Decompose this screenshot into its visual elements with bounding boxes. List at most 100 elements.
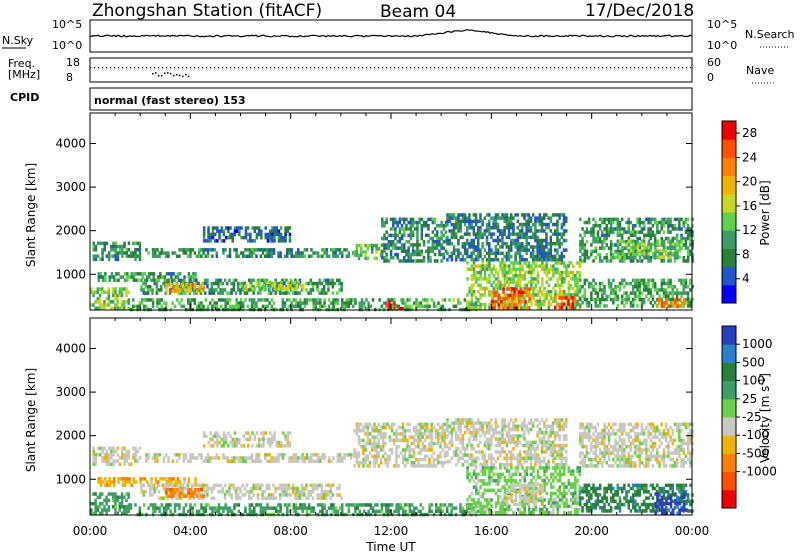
echo-cell	[381, 243, 384, 247]
echo-cell	[241, 288, 244, 292]
echo-cell	[312, 298, 315, 302]
echo-cell	[519, 306, 523, 310]
echo-cell	[510, 245, 513, 249]
echo-cell	[123, 300, 126, 304]
echo-cell	[134, 278, 138, 282]
echo-cell	[505, 235, 509, 240]
echo-cell	[521, 424, 524, 429]
echo-cell	[627, 252, 631, 256]
echo-cell	[268, 235, 272, 240]
echo-cell	[483, 264, 487, 268]
echo-cell	[416, 236, 419, 241]
echo-cell	[221, 281, 225, 286]
echo-cell	[327, 285, 330, 289]
echo-cell	[625, 240, 628, 244]
echo-cell	[140, 301, 144, 305]
echo-cell	[499, 437, 502, 441]
echo-cell	[227, 226, 230, 230]
echo-cell	[629, 448, 633, 452]
echo-cell	[423, 445, 427, 449]
echo-cell	[430, 454, 433, 459]
echo-cell	[556, 251, 559, 256]
echo-cell	[547, 216, 550, 220]
echo-cell	[402, 301, 405, 305]
echo-cell	[620, 425, 624, 430]
echo-cell	[403, 249, 406, 254]
echo-cell	[496, 443, 500, 448]
echo-cell	[200, 254, 203, 258]
echo-cell	[669, 255, 673, 259]
echo-cell	[322, 285, 326, 289]
echo-cell	[540, 443, 544, 448]
echo-cell	[565, 293, 568, 297]
echo-cell	[383, 256, 386, 260]
echo-cell	[516, 235, 520, 240]
echo-cell	[675, 288, 679, 292]
echo-cell	[527, 222, 531, 227]
echo-cell	[430, 464, 433, 468]
echo-cell	[612, 243, 615, 247]
echo-cell	[583, 278, 586, 283]
echo-cell	[112, 293, 115, 298]
echo-cell	[165, 301, 168, 305]
echo-cell	[371, 247, 374, 251]
echo-cell	[565, 264, 568, 268]
echo-cell	[312, 304, 315, 309]
echo-cell	[603, 438, 606, 443]
echo-cell	[640, 301, 644, 305]
echo-cell	[649, 445, 652, 449]
echo-cell	[494, 213, 498, 217]
echo-cell	[689, 249, 692, 254]
echo-cell	[492, 274, 496, 278]
echo-cell	[155, 288, 159, 292]
echo-cell	[554, 270, 557, 275]
echo-cell	[543, 267, 546, 272]
echo-cell	[618, 288, 622, 292]
echo-cell	[616, 227, 619, 231]
echo-cell	[554, 421, 557, 425]
echo-cell	[116, 293, 119, 298]
echo-cell	[439, 451, 442, 455]
echo-cell	[560, 254, 564, 259]
echo-cell	[523, 443, 526, 448]
echo-cell	[224, 248, 227, 252]
echo-cell	[248, 288, 251, 292]
echo-cell	[673, 448, 677, 452]
echo-cell	[472, 277, 476, 281]
echo-cell	[105, 303, 108, 307]
echo-cell	[565, 296, 568, 300]
echo-cell	[264, 431, 267, 435]
echo-cell	[218, 232, 221, 237]
echo-cell	[127, 290, 130, 294]
echo-cell	[603, 246, 606, 250]
echo-cell	[554, 296, 557, 300]
echo-cell	[472, 219, 476, 224]
echo-cell	[396, 220, 399, 225]
echo-cell	[377, 432, 381, 436]
echo-cell	[377, 429, 381, 433]
echo-cell	[603, 256, 606, 260]
echo-cell	[658, 252, 662, 256]
echo-cell	[283, 254, 287, 258]
echo-cell	[357, 454, 361, 459]
echo-cell	[368, 422, 372, 427]
echo-cell	[425, 233, 428, 238]
echo-cell	[325, 251, 329, 255]
echo-cell	[418, 217, 421, 222]
echo-cell	[481, 267, 485, 272]
echo-cell	[483, 459, 487, 464]
echo-cell	[253, 301, 256, 305]
echo-cell	[477, 238, 480, 243]
echo-cell	[669, 435, 672, 439]
echo-cell	[634, 438, 637, 443]
echo-cell	[501, 299, 504, 304]
echo-cell	[394, 227, 397, 231]
echo-cell	[543, 216, 546, 220]
echo-cell	[446, 222, 449, 227]
echo-cell	[233, 226, 237, 230]
echo-cell	[523, 431, 526, 435]
echo-cell	[156, 301, 159, 305]
echo-cell	[503, 427, 506, 432]
echo-cell	[218, 440, 221, 445]
echo-cell	[518, 456, 522, 461]
